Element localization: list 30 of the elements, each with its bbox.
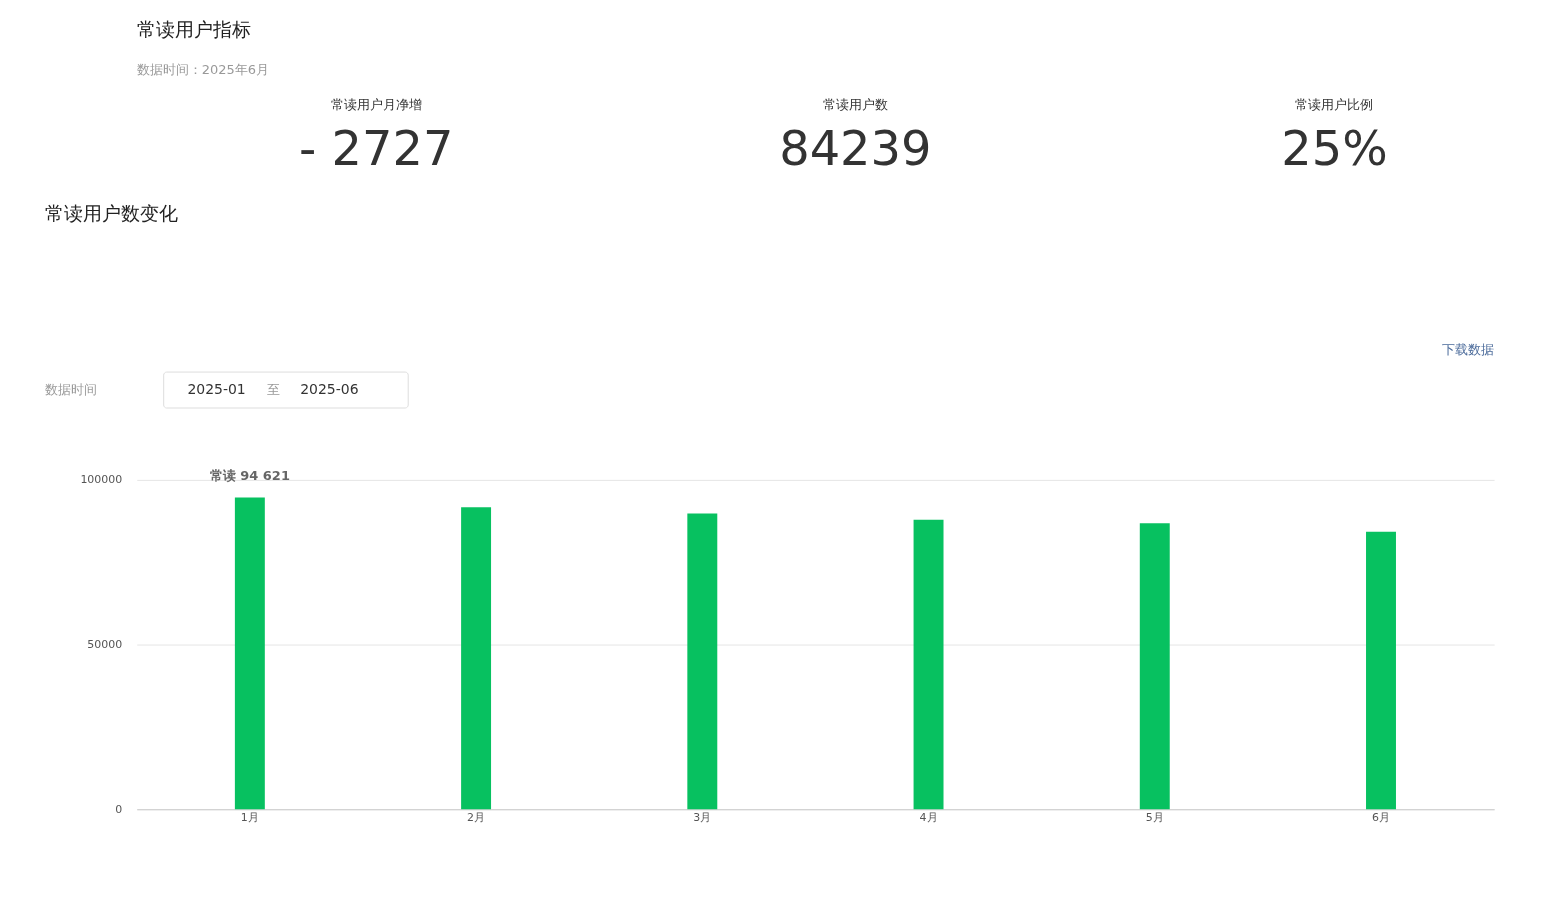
text: 常读用户指标: [136, 17, 251, 40]
bar: [461, 507, 492, 810]
text: 2025-01: [187, 381, 246, 398]
x-tick-label: 3月: [693, 810, 712, 824]
bar: [913, 519, 944, 810]
text: 84239: [779, 121, 932, 177]
text: 常读用户数: [822, 96, 888, 112]
x-tick-label: 6月: [1372, 810, 1390, 824]
x-tick-label: 4月: [919, 810, 938, 824]
text: 数据时间：2025年6月: [136, 61, 269, 77]
y-tick-label: 0: [115, 802, 123, 816]
bar: [234, 497, 265, 810]
annotation: 常读 94 621: [209, 467, 290, 483]
bar: [1139, 523, 1170, 810]
x-tick-label: 5月: [1145, 810, 1164, 824]
bar: [1366, 531, 1396, 810]
text: 常读用户月净增: [330, 96, 422, 112]
text: 下载数据: [1442, 342, 1495, 358]
bar: [687, 513, 718, 810]
text: 常读用户比例: [1295, 96, 1374, 112]
x-tick-label: 1月: [240, 810, 259, 824]
text: 25%: [1281, 121, 1388, 177]
y-tick-label: 50000: [87, 638, 123, 652]
text: - 2727: [299, 121, 454, 177]
text: 至: [266, 382, 280, 398]
y-tick-label: 100000: [80, 473, 123, 487]
chart-title: 常读用户数变化: [44, 202, 178, 225]
x-tick-label: 2月: [467, 810, 486, 824]
text: 2025-06: [300, 381, 359, 398]
text: 数据时间: [44, 382, 97, 398]
